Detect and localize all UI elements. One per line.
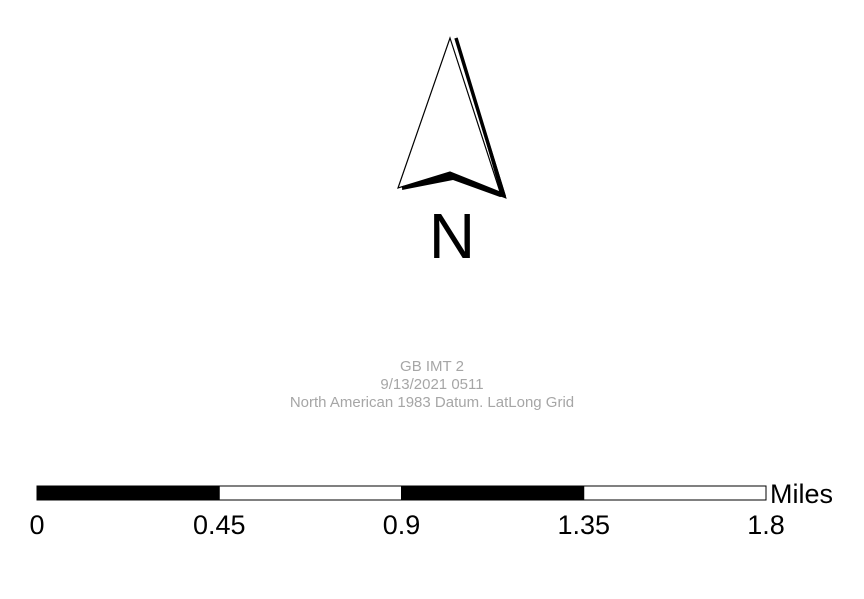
map-date: 9/13/2021 0511: [380, 376, 484, 393]
scale-tick-label: 0.45: [193, 510, 246, 540]
map-datum: North American 1983 Datum. LatLong Grid: [289, 394, 575, 411]
north-arrow-icon: N: [397, 35, 507, 270]
scale-segment-1: [36, 485, 220, 501]
scale-tick-label: 0: [29, 510, 44, 540]
scale-tick-label: 1.35: [557, 510, 610, 540]
scale-tick-label: 0.9: [383, 510, 421, 540]
scale-segment-2: [218, 485, 402, 501]
north-arrow-body: [397, 36, 501, 194]
north-arrow-edge: [401, 37, 507, 199]
scale-tick-label: 1.8: [747, 510, 785, 540]
scale-segment-4: [583, 485, 767, 501]
scale-segment-3: [401, 485, 585, 501]
map-title: GB IMT 2: [400, 358, 464, 375]
scale-unit-label: Miles: [770, 479, 833, 509]
north-arrow-letter: N: [429, 200, 475, 270]
